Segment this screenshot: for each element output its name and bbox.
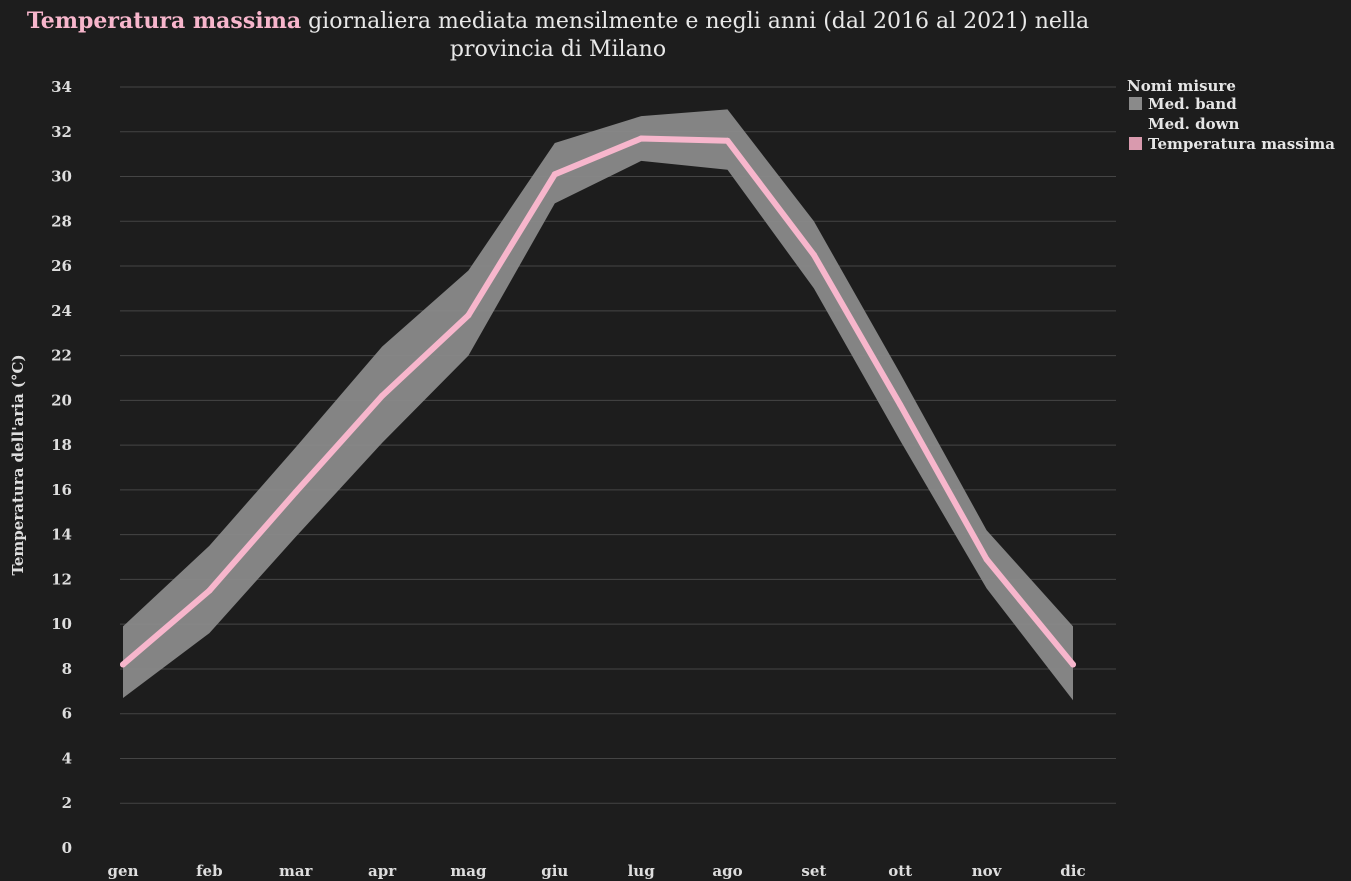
y-tick-label-28: 28: [51, 212, 72, 230]
legend-swatch-0: [1129, 97, 1142, 110]
y-axis-label: Temperatura dell'aria (°C): [9, 354, 27, 575]
y-tick-label-32: 32: [51, 123, 72, 141]
y-tick-label-22: 22: [51, 347, 72, 365]
y-tick-label-10: 10: [51, 615, 72, 633]
temperatura-massima-point-set: [810, 251, 817, 258]
y-tick-label-4: 4: [62, 749, 72, 767]
legend-label-2[interactable]: Temperatura massima: [1148, 135, 1335, 153]
y-tick-label-30: 30: [51, 168, 72, 186]
temperatura-massima-point-feb: [206, 587, 213, 594]
x-axis-ticks: gen feb mar apr mag giu lug ago set ott nov dic: [108, 862, 1086, 880]
x-tick-label-lug: lug: [628, 862, 656, 880]
x-tick-label-apr: apr: [368, 862, 397, 880]
legend-label-0[interactable]: Med. band: [1148, 95, 1237, 113]
temperatura-massima-point-ott: [897, 401, 904, 408]
temperatura-massima-point-lug: [638, 135, 645, 142]
y-tick-label-26: 26: [51, 257, 72, 275]
med-band-area: [123, 109, 1073, 701]
x-tick-label-nov: nov: [972, 862, 1003, 880]
legend: Nomi misure Med. band Med. down Temperatur…: [1127, 77, 1335, 153]
temperatura-massima-point-giu: [551, 171, 558, 178]
chart-title: Temperatura massima giornaliera mediata …: [27, 8, 1089, 62]
chart-title-line2: provincia di Milano: [450, 37, 666, 62]
x-tick-label-ago: ago: [712, 862, 742, 880]
temperatura-massima-point-apr: [379, 392, 386, 399]
temperatura-massima-point-mag: [465, 312, 472, 319]
temperatura-massima-point-gen: [120, 661, 126, 668]
y-tick-label-14: 14: [51, 526, 72, 544]
temperatura-massima-point-ago: [724, 137, 731, 144]
temperatura-massima-point-nov: [983, 556, 990, 563]
x-tick-label-feb: feb: [196, 862, 222, 880]
x-tick-label-gen: gen: [108, 862, 139, 880]
temperatura-massima-polyline: [120, 135, 1076, 668]
y-tick-label-24: 24: [51, 302, 72, 320]
x-tick-label-giu: giu: [541, 862, 568, 880]
y-tick-label-6: 6: [62, 705, 72, 723]
y-tick-label-18: 18: [51, 436, 72, 454]
x-tick-label-set: set: [801, 862, 826, 880]
gridlines: [120, 86, 1116, 804]
y-tick-label-0: 0: [62, 839, 72, 857]
chart-title-line1: giornaliera mediata mensilmente e negli …: [301, 9, 1089, 34]
legend-swatch-2: [1129, 137, 1142, 150]
y-tick-label-8: 8: [62, 660, 72, 678]
y-tick-label-12: 12: [51, 570, 72, 588]
y-tick-label-2: 2: [62, 794, 72, 812]
svg-text:Temperatura massima giornalier: Temperatura massima giornaliera mediata …: [27, 8, 1089, 34]
temperatura-massima-point-dic: [1069, 661, 1076, 668]
y-tick-label-20: 20: [51, 391, 72, 409]
x-tick-label-mar: mar: [279, 862, 314, 880]
x-tick-label-mag: mag: [450, 862, 487, 880]
y-tick-label-34: 34: [51, 78, 72, 96]
med-band-polygon: [123, 109, 1073, 701]
temperatura-massima-line: [120, 135, 1076, 668]
y-tick-label-16: 16: [51, 481, 72, 499]
x-tick-label-ott: ott: [888, 862, 912, 880]
temperatura-massima-point-mar: [292, 489, 299, 496]
legend-title: Nomi misure: [1127, 77, 1236, 95]
legend-label-1[interactable]: Med. down: [1148, 115, 1239, 133]
chart-title-highlight: Temperatura massima: [27, 8, 301, 34]
x-tick-label-dic: dic: [1060, 862, 1085, 880]
